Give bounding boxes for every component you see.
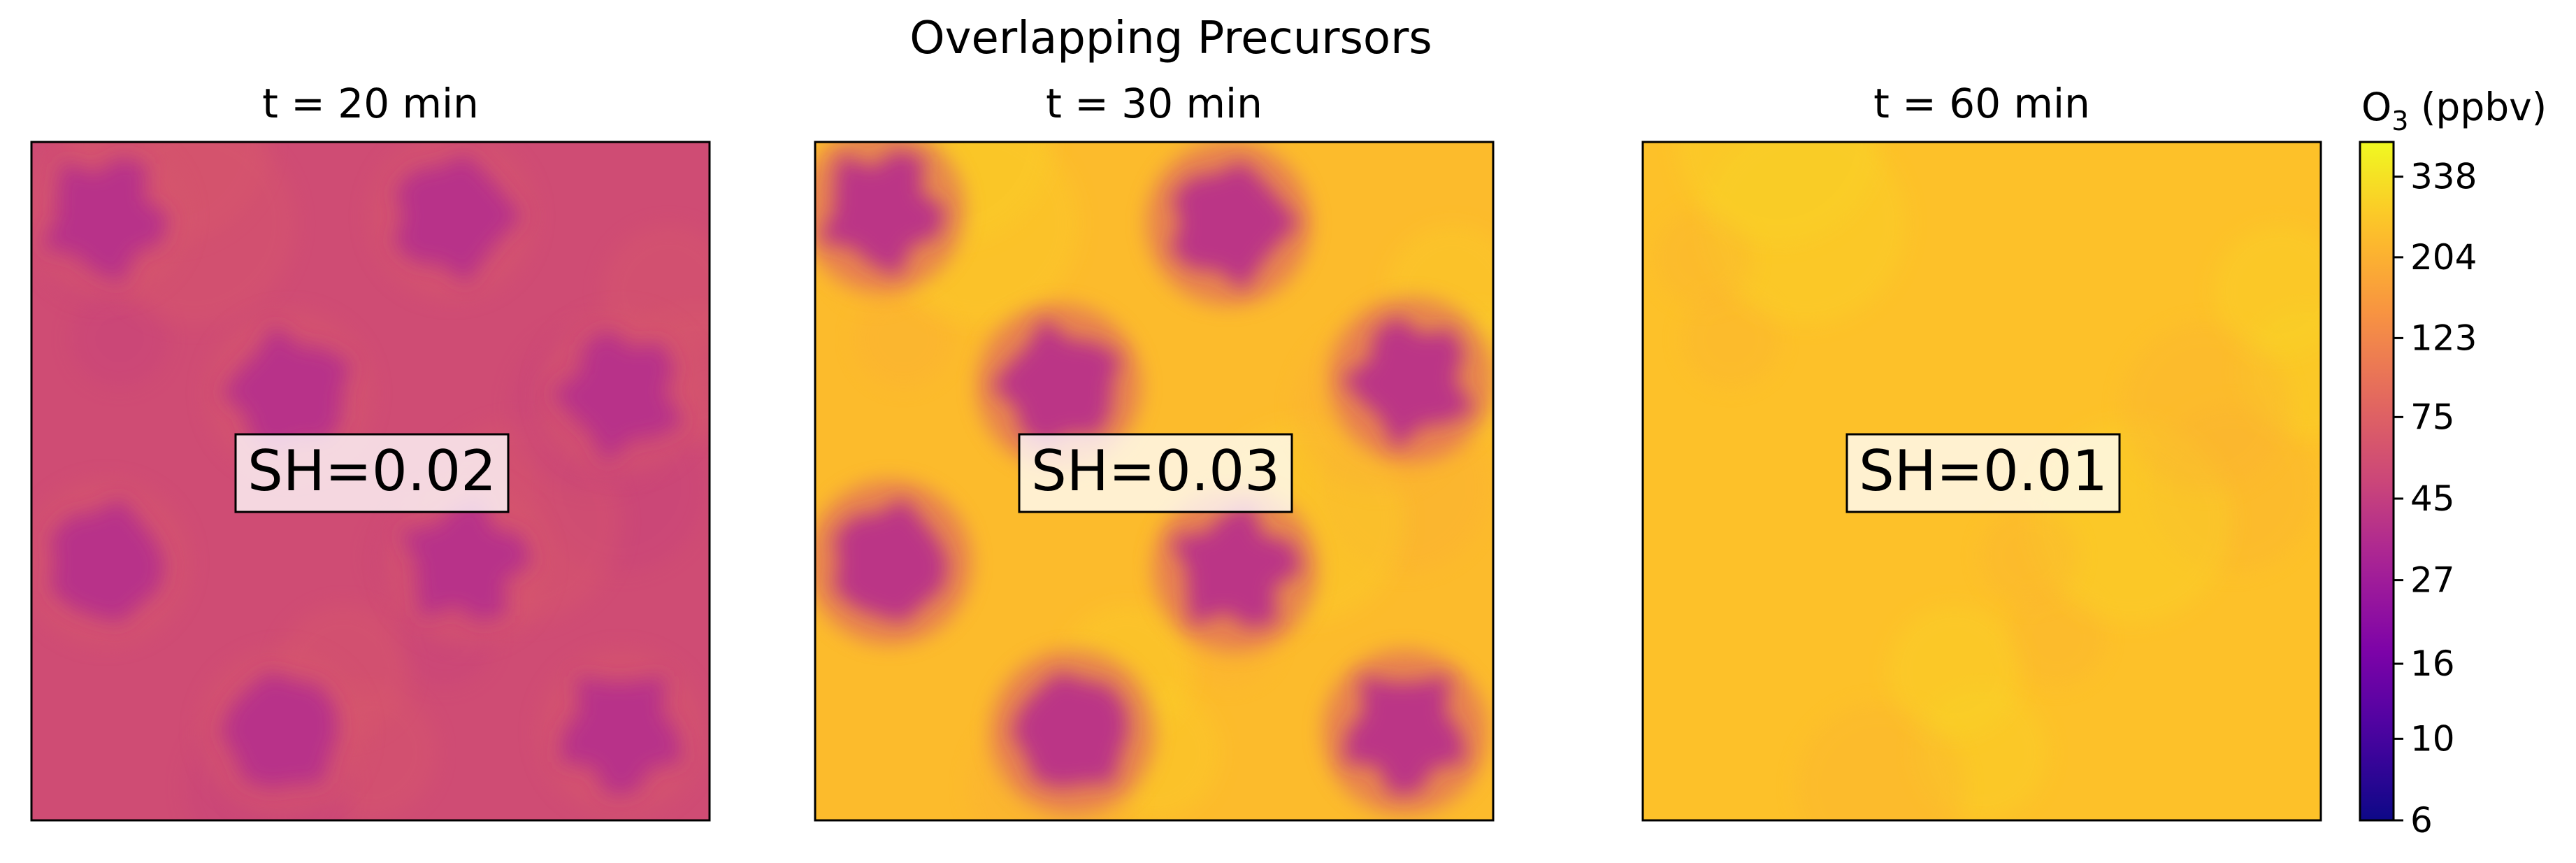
- texture-patch: [1677, 142, 1880, 243]
- precursor-blob: [1344, 676, 1467, 795]
- heatmap-field: [815, 142, 1493, 820]
- colorbar-tick-label: 27: [2410, 560, 2455, 601]
- precursor-blob: [400, 494, 533, 622]
- annotation-label: SH=0.02: [247, 438, 496, 504]
- heatmap-field: [31, 142, 710, 820]
- panel-title: t = 20 min: [262, 80, 479, 127]
- colorbar-tick-label: 6: [2410, 800, 2433, 841]
- texture-patch: [1682, 290, 1780, 388]
- colorbar-label: O3 (ppbv): [2361, 85, 2547, 136]
- texture-patch: [1655, 208, 1753, 306]
- chart-title: Overlapping Precursors: [909, 13, 1432, 64]
- precursor-blob: [41, 157, 169, 284]
- colorbar-tick-label: 75: [2410, 397, 2455, 437]
- panel-frame: [30, 141, 711, 822]
- precursor-blob: [1342, 316, 1475, 450]
- panels: t = 20 min SH=0.02 t = 30 min SH=0.03 t = 60…: [30, 80, 2322, 822]
- texture-patch: [2213, 224, 2321, 358]
- precursor-blob: [221, 672, 338, 788]
- annotation-box: [1018, 433, 1293, 513]
- panel-frame: [1641, 141, 2322, 822]
- colorbar-tick-label: 123: [2410, 318, 2477, 358]
- panel-3: t = 60 min SH=0.01: [1641, 80, 2322, 822]
- annotation-label: SH=0.03: [1031, 438, 1280, 504]
- annotation-box: [234, 433, 510, 513]
- precursor-blob: [819, 150, 946, 277]
- colorbar-gradient: [2360, 142, 2394, 820]
- precursor-blob: [1170, 501, 1302, 629]
- panel-title: t = 30 min: [1046, 80, 1262, 127]
- texture-patch: [1980, 506, 2078, 605]
- precursor-blob: [1012, 672, 1129, 788]
- precursor-blob: [1170, 161, 1299, 291]
- panel-title: t = 60 min: [1873, 80, 2090, 127]
- colorbar-frame: [2359, 141, 2395, 822]
- colorbar-tick-label: 16: [2410, 643, 2455, 684]
- annotation-label: SH=0.01: [1859, 438, 2108, 504]
- texture-patch: [2007, 588, 2106, 687]
- annotation-box: [1845, 433, 2121, 513]
- colorbar-tick-label: 338: [2410, 157, 2477, 197]
- colorbar-tick-label: 45: [2410, 478, 2455, 519]
- precursor-blob: [50, 498, 165, 623]
- precursor-blob: [991, 318, 1121, 448]
- precursor-blob: [552, 329, 684, 463]
- precursor-blob: [394, 154, 522, 284]
- colorbar-tick-label: 10: [2410, 718, 2455, 759]
- panel-frame: [814, 141, 1495, 822]
- panel-1: t = 20 min SH=0.02: [30, 80, 711, 822]
- panel-2: t = 30 min SH=0.03: [814, 80, 1495, 822]
- texture-patch: [71, 290, 169, 388]
- texture-patch: [854, 290, 953, 388]
- colorbar-tick-label: 204: [2410, 237, 2477, 278]
- texture-patch: [2122, 322, 2290, 491]
- precursor-blob: [560, 676, 683, 795]
- precursor-blob: [834, 498, 949, 623]
- precursor-blob: [222, 324, 351, 455]
- texture-patch: [1796, 702, 1964, 820]
- colorbar: 6 10 16 27 45 75 123 204 338 O3 (ppbv): [2359, 85, 2547, 841]
- texture-patch: [1888, 604, 2022, 738]
